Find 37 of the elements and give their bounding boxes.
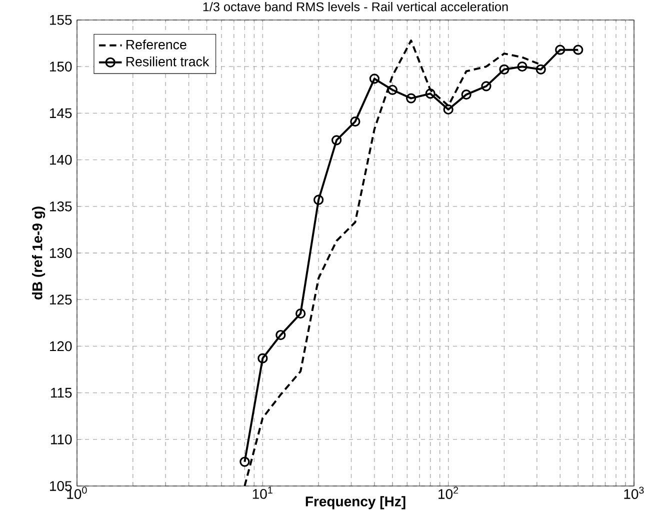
point — [499, 64, 510, 74]
legend-label: Resilient track — [126, 56, 210, 66]
point — [461, 89, 472, 100]
point — [555, 44, 566, 55]
point — [387, 84, 398, 95]
point — [313, 194, 324, 205]
y-tick-label: 135 — [50, 201, 72, 212]
y-tick-label: 150 — [50, 62, 72, 72]
point — [425, 88, 436, 99]
x-tick-label: 10$^{3}$ — [624, 486, 644, 499]
y-tick-label: 120 — [50, 341, 72, 352]
y-tick-label: 155 — [50, 15, 72, 25]
y-tick-label: 145 — [50, 108, 72, 118]
point — [240, 456, 250, 467]
point — [536, 64, 546, 74]
y-tick-label: 140 — [50, 154, 72, 165]
point — [443, 104, 454, 115]
y-tick-label: 125 — [50, 294, 72, 305]
point — [295, 308, 306, 319]
point — [369, 74, 380, 84]
point — [573, 44, 584, 55]
y-axis-title: dB (ref 1e-9 g) — [32, 206, 46, 300]
chart-title: 1/3 octave band RMS levels - Rail vertical acceleration — [203, 2, 508, 12]
point — [331, 135, 342, 146]
point — [406, 93, 416, 104]
point — [258, 353, 268, 364]
point — [517, 62, 528, 72]
point — [481, 81, 492, 92]
x-tick-label: 10$^{1}$ — [252, 486, 272, 499]
y-tick-label: 110 — [51, 434, 72, 444]
point — [350, 116, 360, 127]
y-tick-label: 115 — [51, 388, 72, 398]
x-axis-title: Frequency [Hz] — [306, 496, 406, 510]
legend-label: Reference — [126, 40, 186, 50]
point — [276, 330, 286, 340]
x-tick-label: 10$^{2}$ — [438, 486, 458, 499]
y-tick-label: 130 — [50, 248, 72, 258]
